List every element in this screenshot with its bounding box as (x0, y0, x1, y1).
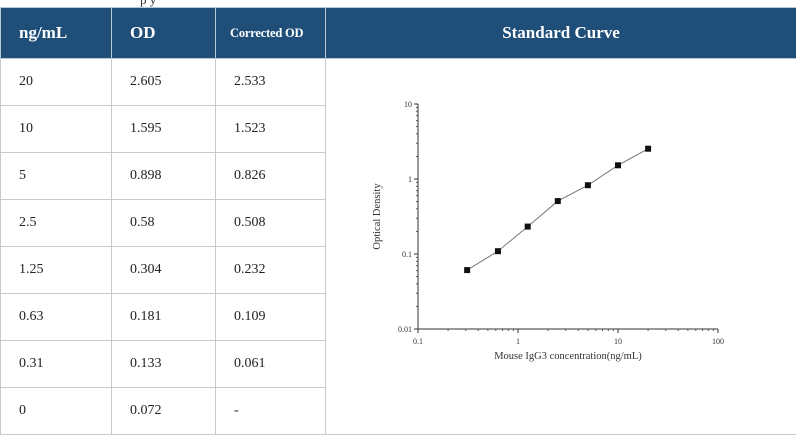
caption-fragment: p y (140, 0, 156, 6)
x-tick-label: 0.1 (413, 337, 423, 346)
cell-concentration: 2.5 (1, 200, 112, 247)
header-standard-curve: Standard Curve (326, 8, 796, 59)
data-point-square (555, 198, 561, 204)
x-tick-label: 1 (516, 337, 520, 346)
y-tick-label: 0.01 (398, 325, 412, 334)
cell-corrected-od: 0.826 (216, 153, 326, 200)
cell-corrected-od: 0.508 (216, 200, 326, 247)
cell-corrected-od: 2.533 (216, 59, 326, 106)
x-axis-label: Mouse IgG3 concentration(ng/mL) (494, 351, 642, 362)
cell-corrected-od: 0.232 (216, 247, 326, 294)
cell-od: 0.304 (112, 247, 216, 294)
cell-concentration: 0.63 (1, 294, 112, 341)
header-corrected-od: Corrected OD (216, 8, 326, 59)
cell-corrected-od: - (216, 388, 326, 435)
header-od: OD (112, 8, 216, 59)
cell-od: 1.595 (112, 106, 216, 153)
cell-corrected-od: 0.109 (216, 294, 326, 341)
standard-curve-table: ng/mL OD Corrected OD Standard Curve 20 … (0, 7, 796, 435)
cell-od: 0.898 (112, 153, 216, 200)
cell-od: 0.181 (112, 294, 216, 341)
data-point-square (645, 146, 651, 152)
cell-od: 0.133 (112, 341, 216, 388)
data-point-square (464, 267, 470, 273)
cell-corrected-od: 0.061 (216, 341, 326, 388)
y-tick-label: 10 (404, 100, 412, 109)
data-point-square (585, 182, 591, 188)
y-tick-label: 1 (408, 175, 412, 184)
data-points (464, 146, 651, 273)
y-tick-label: 0.1 (402, 250, 412, 259)
y-axis-label: Optical Density (372, 183, 383, 250)
cell-concentration: 1.25 (1, 247, 112, 294)
cell-concentration: 5 (1, 153, 112, 200)
data-point-square (525, 224, 531, 230)
header-concentration: ng/mL (1, 8, 112, 59)
cropped-caption: p y (0, 0, 796, 7)
x-tick-label: 100 (712, 337, 724, 346)
data-point-square (495, 248, 501, 254)
table-header-row: ng/mL OD Corrected OD Standard Curve (1, 8, 796, 59)
cell-corrected-od: 1.523 (216, 106, 326, 153)
cell-od: 0.072 (112, 388, 216, 435)
cell-concentration: 20 (1, 59, 112, 106)
cell-concentration: 0.31 (1, 341, 112, 388)
cell-concentration: 0 (1, 388, 112, 435)
data-point-square (615, 162, 621, 168)
x-tick-label: 10 (614, 337, 622, 346)
cell-od: 0.58 (112, 200, 216, 247)
cell-od: 2.605 (112, 59, 216, 106)
cell-concentration: 10 (1, 106, 112, 153)
